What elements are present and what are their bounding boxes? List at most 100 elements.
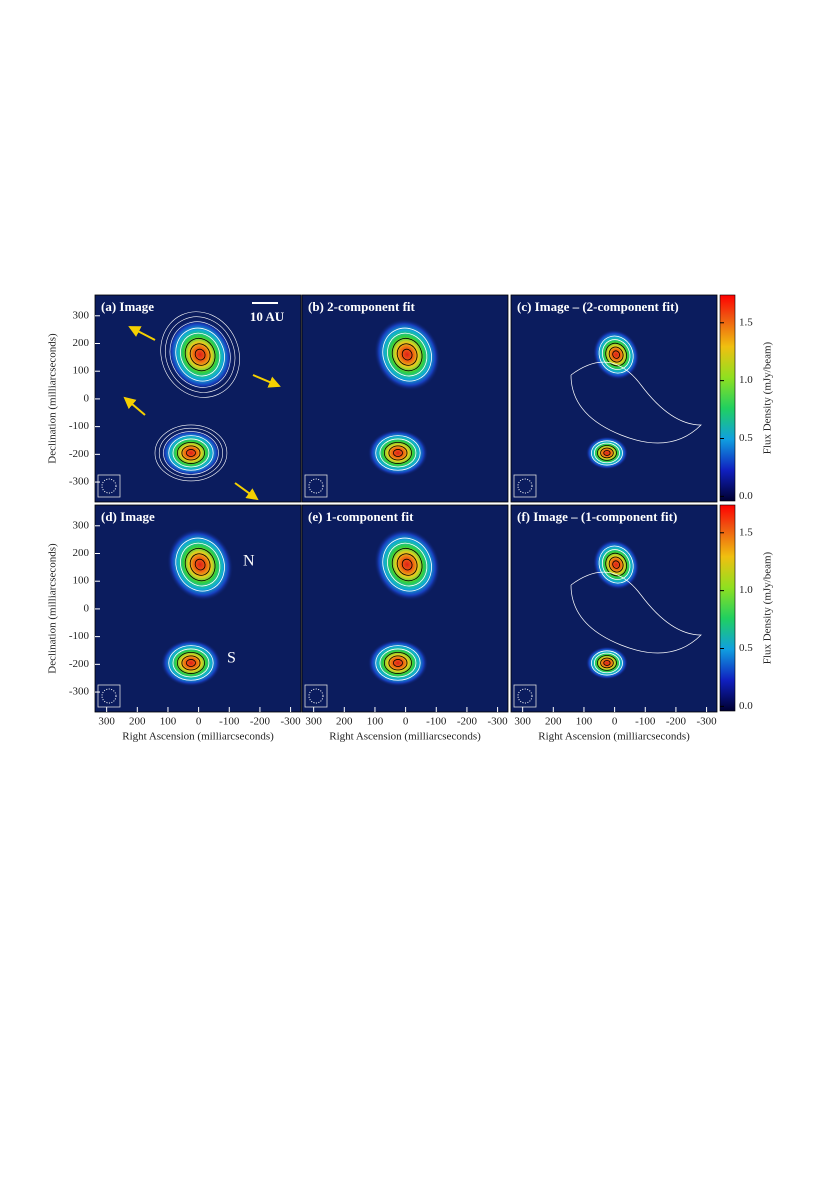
annotation: N [243,553,255,570]
contour [608,556,624,573]
panel-title: (e) 1-component fit [308,509,414,524]
source-emission [585,646,629,680]
contour [612,350,621,359]
contour [605,342,627,367]
colorbar [719,504,736,712]
y-tick-label: 100 [73,365,90,377]
beam-box [304,684,328,708]
panel [511,295,717,502]
panel [95,505,301,712]
contour [383,651,412,674]
contour [175,537,225,592]
y-tick-label: 300 [73,309,90,321]
beam-box [97,474,121,498]
beam [517,478,533,494]
contour [168,435,214,471]
contour [593,652,620,674]
contour [180,332,221,377]
contour [601,549,631,580]
contour [176,651,205,674]
direction-arrow [123,396,146,416]
beam [517,688,533,704]
panel [302,295,508,502]
contour [382,537,432,592]
contour [601,339,631,370]
colorbar-tick-label: 0.5 [739,642,753,654]
contour [181,655,201,671]
contour [169,321,231,388]
beam [101,688,117,704]
contour [608,346,624,363]
x-tick-label: -300 [280,716,301,728]
contour [387,332,428,377]
contour [184,547,216,582]
contour [388,655,408,671]
direction-arrow [252,374,281,388]
contour [600,657,614,669]
x-tick-label: 200 [129,716,146,728]
y-tick-label: 200 [73,337,90,349]
beam-box [513,474,537,498]
contour [393,659,403,667]
contour [590,440,623,466]
x-tick-label: 0 [196,716,202,728]
x-tick-label: 300 [305,716,322,728]
x-tick-label: -200 [666,716,687,728]
y-tick-label: -100 [69,630,90,642]
contour [194,558,206,571]
panel-title: (c) Image – (2-component fit) [517,299,679,314]
x-tick-label: -100 [219,716,240,728]
x-tick-label: 300 [514,716,531,728]
contour [172,648,210,678]
x-tick-label: 100 [576,716,593,728]
contour [600,447,614,459]
contour [605,552,627,577]
panel [511,505,717,712]
beam [101,478,117,494]
contour [186,449,196,457]
source-emission [367,639,429,687]
annotation: 10 AU [250,309,285,324]
residual-contour [570,361,702,444]
contour [165,316,236,393]
colorbar-label: Flux Density (mJy/beam) [762,341,774,454]
colorbar-tick-label: 1.0 [739,374,753,386]
source-emission [160,639,222,687]
contour [590,650,623,676]
x-tick-label: 0 [403,716,409,728]
panel-bg [511,295,717,502]
contour [598,335,634,374]
panel-title: (d) Image [101,509,155,524]
contour [396,343,418,366]
contour [186,659,196,667]
x-axis-label: Right Ascension (milliarcseconds) [538,731,690,743]
contour [401,558,413,571]
y-tick-label: 100 [73,575,90,587]
contour [393,449,403,457]
direction-arrow [234,482,259,501]
colorbar-tick-label: 0.0 [739,490,753,502]
contour [375,435,421,471]
annotation: S [227,650,236,667]
y-tick-label: 200 [73,547,90,559]
colorbar-tick-label: 1.5 [739,316,753,328]
contour [597,445,617,461]
source-emission [585,436,629,470]
x-tick-label: -200 [250,716,271,728]
x-axis-label: Right Ascension (milliarcseconds) [122,731,274,743]
y-tick-label: 0 [84,602,90,614]
x-tick-label: 300 [98,716,115,728]
y-tick-label: 300 [73,519,90,531]
contour [181,445,201,461]
frame [301,504,509,713]
colorbar-label: Flux Density (mJy/beam) [762,551,774,664]
contour [194,348,206,361]
source-emission [160,429,222,477]
source-emission [367,429,429,477]
x-tick-label: -300 [487,716,508,728]
beam [308,688,324,704]
panel-bg [511,505,717,712]
contour [598,545,634,584]
colorbar-tick-label: 0.0 [739,700,753,712]
